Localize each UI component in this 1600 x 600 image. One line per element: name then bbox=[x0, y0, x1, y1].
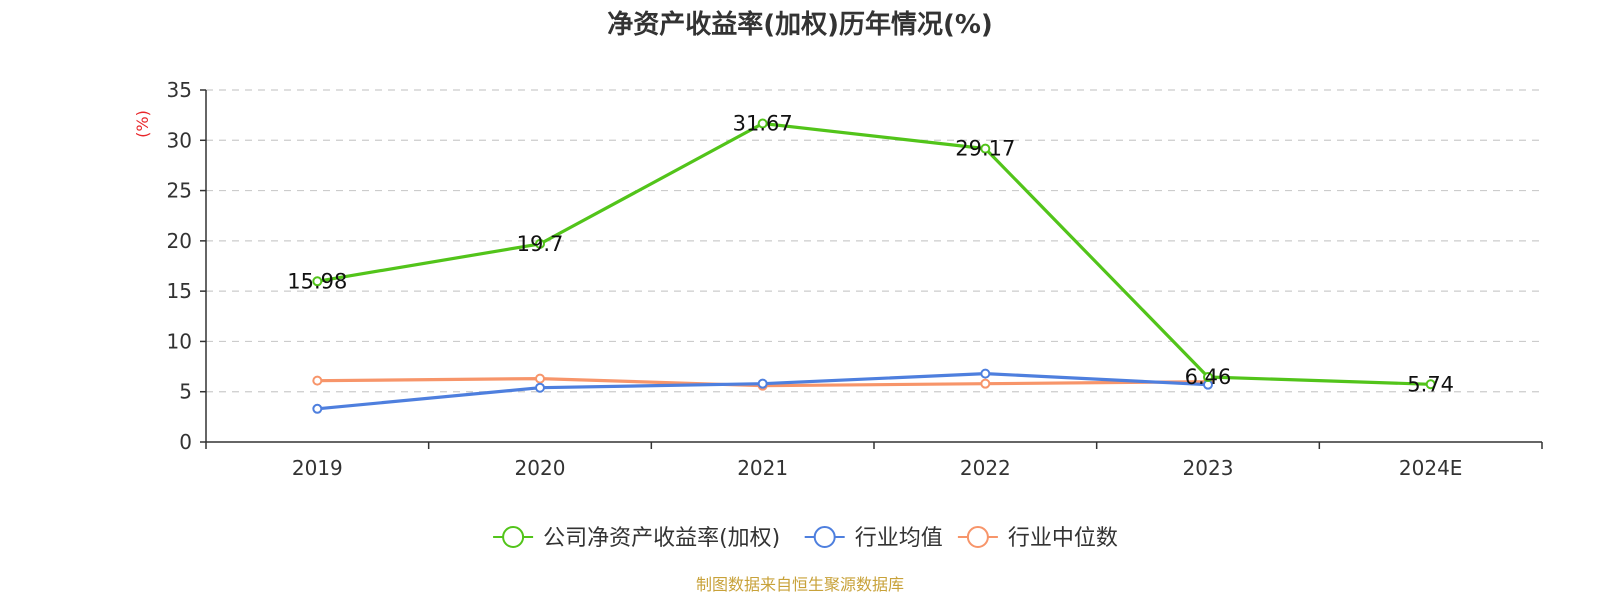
series-point-2-0[interactable] bbox=[312, 375, 323, 386]
axes: 0 5 10 15 20 25 30 35 2019 2020 2021 2022 2023 2024E bbox=[167, 78, 1543, 480]
y-tick-label-10: 10 bbox=[167, 329, 192, 353]
legend-symbol-circle-2 bbox=[966, 526, 989, 548]
series-1 bbox=[312, 368, 1213, 414]
legend[interactable]: 公司净资产收益率(加权) 行业均值 行业中位数 bbox=[493, 526, 1118, 551]
series-point-0-1[interactable] bbox=[535, 238, 545, 249]
legend-item-0[interactable]: 公司净资产收益率(加权) bbox=[493, 526, 780, 551]
source-note: 制图数据来自恒生聚源数据库 bbox=[696, 575, 904, 594]
series-point-1-0[interactable] bbox=[312, 403, 323, 414]
series-point-0-5[interactable] bbox=[1425, 379, 1436, 390]
data-label-0-0: 15.98 bbox=[287, 269, 347, 293]
legend-symbol-circle-0 bbox=[502, 526, 525, 548]
legend-symbol-circle-1 bbox=[813, 526, 836, 548]
y-tick-label-20: 20 bbox=[167, 229, 192, 253]
data-label-0-4: 6.46 bbox=[1185, 365, 1232, 389]
series-lines bbox=[312, 118, 1436, 414]
series-point-0-4[interactable] bbox=[1203, 372, 1213, 383]
data-label-0-2: 31.67 bbox=[733, 111, 793, 135]
series-point-1-2[interactable] bbox=[757, 378, 768, 389]
series-point-1-1[interactable] bbox=[535, 382, 545, 393]
series-point-2-3[interactable] bbox=[980, 378, 991, 389]
y-tick-label-25: 25 bbox=[167, 179, 192, 203]
legend-item-1[interactable]: 行业均值 bbox=[804, 526, 943, 551]
series-point-0-3[interactable] bbox=[980, 143, 991, 154]
y-tick-label-15: 15 bbox=[167, 279, 192, 303]
x-tick-label-2021: 2021 bbox=[737, 456, 788, 480]
y-tick-label-30: 30 bbox=[167, 128, 192, 152]
y-tick-label-0: 0 bbox=[179, 430, 192, 454]
x-tick-label-2022: 2022 bbox=[960, 456, 1011, 480]
series-point-1-3[interactable] bbox=[980, 368, 991, 379]
x-tick-label-2023: 2023 bbox=[1183, 456, 1234, 480]
legend-label-0: 公司净资产收益率(加权) bbox=[543, 526, 780, 551]
chart-title: 净资产收益率(加权)历年情况(%) bbox=[607, 9, 993, 40]
legend-label-1: 行业均值 bbox=[855, 526, 943, 551]
data-label-0-5: 5.74 bbox=[1407, 372, 1454, 396]
data-label-0-1: 19.7 bbox=[517, 232, 564, 256]
data-label-0-3: 29.17 bbox=[955, 137, 1015, 161]
legend-label-2: 行业中位数 bbox=[1008, 526, 1118, 551]
x-tick-label-2020: 2020 bbox=[515, 456, 566, 480]
x-tick-label-2024E: 2024E bbox=[1399, 456, 1463, 480]
series-point-2-1[interactable] bbox=[535, 373, 545, 384]
series-line-0 bbox=[317, 121, 1431, 386]
y-axis-unit-label: (%) bbox=[133, 110, 152, 138]
data-labels: 15.98 19.7 31.67 29.17 6.46 5.74 bbox=[287, 111, 1454, 396]
grid-lines bbox=[206, 89, 1542, 393]
series-point-0-2[interactable] bbox=[757, 118, 768, 129]
x-tick-label-2019: 2019 bbox=[292, 456, 343, 480]
y-tick-label-35: 35 bbox=[167, 78, 192, 102]
series-0 bbox=[312, 118, 1436, 390]
legend-item-2[interactable]: 行业中位数 bbox=[957, 526, 1118, 551]
y-tick-label-5: 5 bbox=[179, 380, 192, 404]
series-point-0-0[interactable] bbox=[312, 276, 323, 287]
